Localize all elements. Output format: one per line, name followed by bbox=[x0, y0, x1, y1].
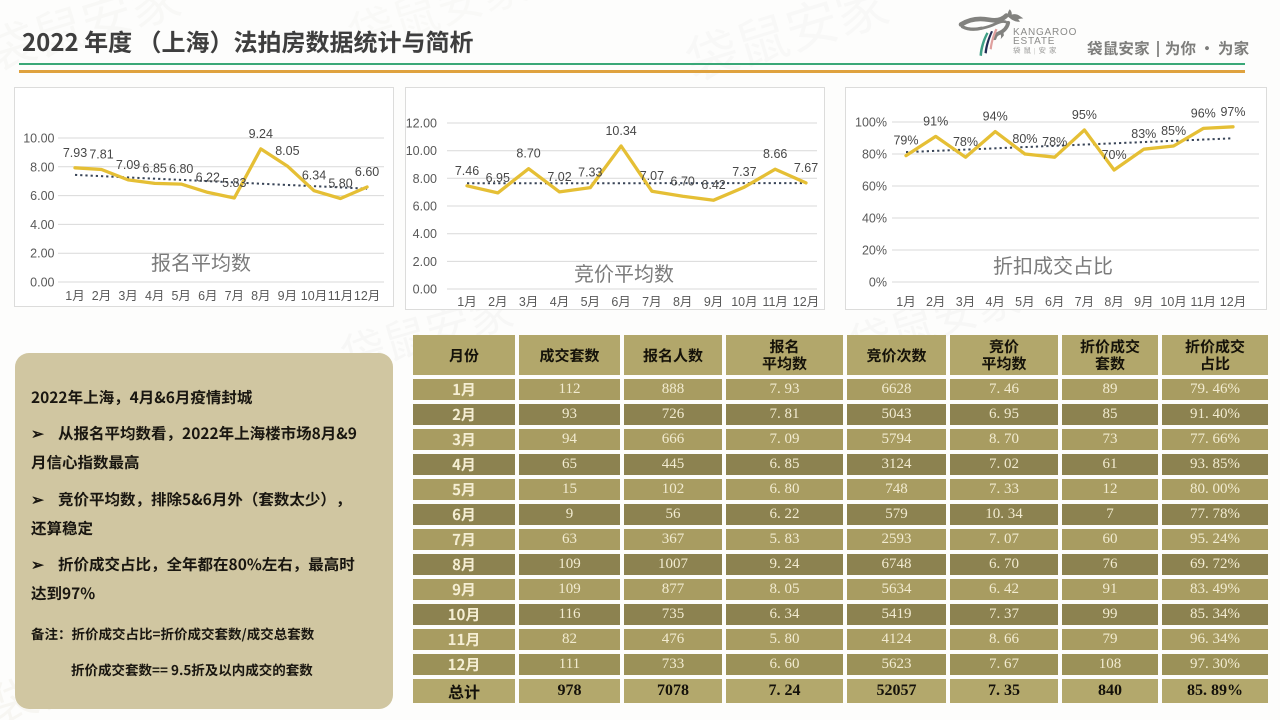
svg-text:5.80: 5.80 bbox=[328, 177, 352, 191]
svg-text:83%: 83% bbox=[1131, 127, 1156, 141]
svg-text:12月: 12月 bbox=[354, 289, 380, 303]
svg-text:6.85: 6.85 bbox=[143, 161, 167, 175]
svg-text:2.00: 2.00 bbox=[413, 255, 437, 269]
svg-text:6月: 6月 bbox=[1045, 295, 1064, 309]
svg-text:0.00: 0.00 bbox=[413, 283, 437, 297]
svg-text:7月: 7月 bbox=[1075, 295, 1094, 309]
svg-text:7.02: 7.02 bbox=[547, 170, 571, 184]
svg-text:7.07: 7.07 bbox=[640, 169, 664, 183]
svg-text:5.83: 5.83 bbox=[222, 176, 246, 190]
svg-text:1月: 1月 bbox=[896, 295, 915, 309]
svg-text:2月: 2月 bbox=[92, 289, 111, 303]
svg-text:7.46: 7.46 bbox=[455, 164, 479, 178]
svg-text:91%: 91% bbox=[923, 114, 948, 128]
svg-text:10.00: 10.00 bbox=[23, 132, 54, 146]
svg-text:3月: 3月 bbox=[956, 295, 975, 309]
svg-text:11月: 11月 bbox=[762, 295, 787, 309]
svg-text:7.33: 7.33 bbox=[578, 166, 602, 180]
svg-text:11月: 11月 bbox=[328, 289, 353, 303]
svg-text:80%: 80% bbox=[1012, 132, 1037, 146]
svg-text:2月: 2月 bbox=[488, 295, 507, 309]
svg-text:12.00: 12.00 bbox=[406, 117, 437, 131]
svg-text:8.05: 8.05 bbox=[275, 144, 299, 158]
svg-text:95%: 95% bbox=[1072, 108, 1097, 122]
svg-text:6.42: 6.42 bbox=[701, 178, 725, 192]
svg-text:6月: 6月 bbox=[611, 295, 630, 309]
svg-text:80%: 80% bbox=[862, 148, 887, 162]
svg-text:96%: 96% bbox=[1191, 106, 1216, 120]
svg-text:4.00: 4.00 bbox=[413, 227, 437, 241]
svg-text:报名平均数: 报名平均数 bbox=[151, 252, 251, 275]
svg-text:9.24: 9.24 bbox=[249, 127, 273, 141]
svg-text:70%: 70% bbox=[1102, 148, 1127, 162]
svg-text:7月: 7月 bbox=[225, 289, 244, 303]
svg-text:1月: 1月 bbox=[457, 295, 476, 309]
svg-text:4.00: 4.00 bbox=[30, 218, 54, 232]
svg-text:97%: 97% bbox=[1220, 105, 1245, 119]
svg-text:5月: 5月 bbox=[581, 295, 600, 309]
svg-text:94%: 94% bbox=[983, 110, 1008, 124]
svg-text:0%: 0% bbox=[869, 276, 887, 290]
svg-text:78%: 78% bbox=[1042, 135, 1067, 149]
svg-text:5月: 5月 bbox=[171, 289, 190, 303]
svg-text:6.95: 6.95 bbox=[486, 171, 510, 185]
svg-text:10.34: 10.34 bbox=[605, 124, 636, 138]
svg-text:7.93: 7.93 bbox=[63, 146, 87, 160]
svg-text:7.09: 7.09 bbox=[116, 158, 140, 172]
svg-text:12月: 12月 bbox=[1220, 295, 1246, 309]
svg-text:6月: 6月 bbox=[198, 289, 217, 303]
svg-text:0.00: 0.00 bbox=[30, 276, 54, 290]
svg-text:11月: 11月 bbox=[1191, 295, 1216, 309]
svg-text:8月: 8月 bbox=[251, 289, 270, 303]
svg-text:6.34: 6.34 bbox=[302, 169, 326, 183]
svg-text:8.00: 8.00 bbox=[413, 172, 437, 186]
svg-text:竞价平均数: 竞价平均数 bbox=[574, 263, 674, 286]
svg-text:4月: 4月 bbox=[550, 295, 569, 309]
svg-text:6.22: 6.22 bbox=[196, 170, 220, 184]
svg-text:79%: 79% bbox=[893, 134, 918, 148]
svg-text:85%: 85% bbox=[1161, 124, 1186, 138]
svg-text:4月: 4月 bbox=[985, 295, 1004, 309]
svg-text:6.60: 6.60 bbox=[355, 165, 379, 179]
svg-text:8.70: 8.70 bbox=[516, 147, 540, 161]
svg-text:5月: 5月 bbox=[1015, 295, 1034, 309]
svg-text:6.00: 6.00 bbox=[413, 200, 437, 214]
svg-text:10月: 10月 bbox=[731, 295, 757, 309]
svg-text:6.70: 6.70 bbox=[671, 174, 695, 188]
svg-text:3月: 3月 bbox=[519, 295, 538, 309]
svg-text:9月: 9月 bbox=[278, 289, 297, 303]
svg-text:8月: 8月 bbox=[1104, 295, 1123, 309]
svg-text:8月: 8月 bbox=[673, 295, 692, 309]
svg-text:10月: 10月 bbox=[301, 289, 327, 303]
svg-text:折扣成交占比: 折扣成交占比 bbox=[993, 255, 1113, 278]
svg-text:7.37: 7.37 bbox=[732, 165, 756, 179]
svg-text:7.67: 7.67 bbox=[794, 161, 818, 175]
svg-text:9月: 9月 bbox=[704, 295, 723, 309]
svg-text:100%: 100% bbox=[855, 116, 887, 130]
svg-text:40%: 40% bbox=[862, 212, 887, 226]
svg-text:9月: 9月 bbox=[1134, 295, 1153, 309]
svg-text:7.81: 7.81 bbox=[89, 148, 113, 162]
svg-text:2.00: 2.00 bbox=[30, 247, 54, 261]
svg-text:2月: 2月 bbox=[926, 295, 945, 309]
svg-text:20%: 20% bbox=[862, 244, 887, 258]
svg-text:8.00: 8.00 bbox=[30, 160, 54, 174]
svg-text:12月: 12月 bbox=[793, 295, 819, 309]
svg-text:78%: 78% bbox=[953, 135, 978, 149]
svg-text:8.66: 8.66 bbox=[763, 147, 787, 161]
svg-text:6.80: 6.80 bbox=[169, 162, 193, 176]
svg-text:60%: 60% bbox=[862, 180, 887, 194]
svg-text:6.00: 6.00 bbox=[30, 189, 54, 203]
svg-text:1月: 1月 bbox=[65, 289, 84, 303]
svg-text:7月: 7月 bbox=[642, 295, 661, 309]
svg-text:4月: 4月 bbox=[145, 289, 164, 303]
svg-text:3月: 3月 bbox=[118, 289, 137, 303]
svg-text:10月: 10月 bbox=[1160, 295, 1186, 309]
svg-text:10.00: 10.00 bbox=[406, 144, 437, 158]
